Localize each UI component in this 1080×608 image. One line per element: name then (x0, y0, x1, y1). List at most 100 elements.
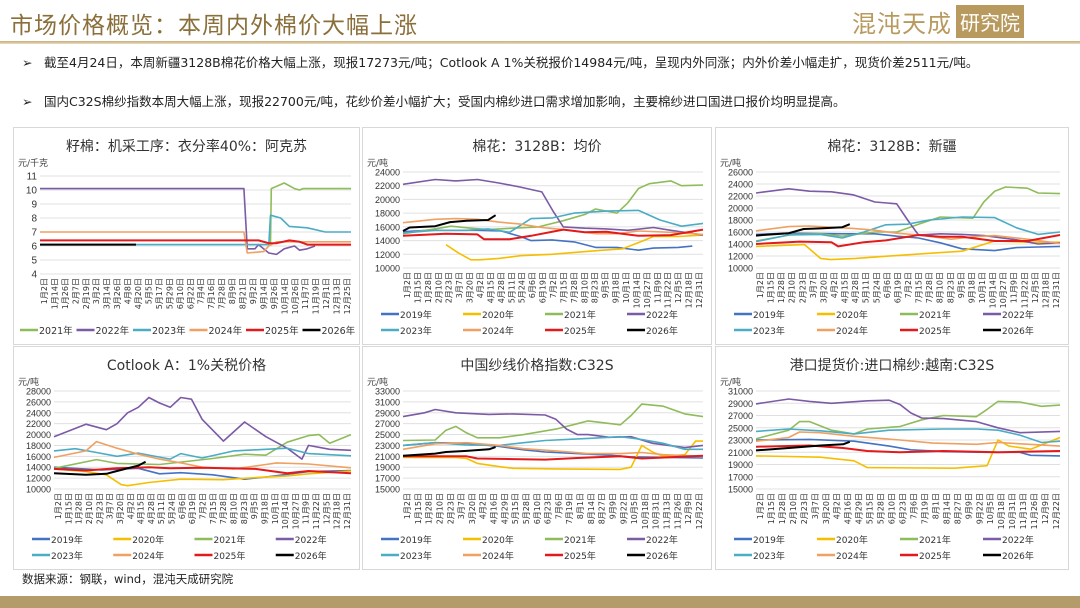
x-tick-label: 5月24日 (168, 493, 177, 524)
x-tick-label: 4月16日 (490, 493, 499, 524)
legend-label: 2021年 (39, 325, 73, 337)
x-tick-label: 2月23日 (446, 493, 455, 524)
y-tick-label: 22000 (728, 192, 753, 202)
legend-label: 2022年 (646, 534, 678, 546)
x-tick-label: 10月27日 (291, 493, 300, 529)
y-tick-label: 29000 (375, 408, 400, 418)
legend-label: 2021年 (564, 309, 596, 321)
x-tick-label: 8月9日 (228, 278, 237, 304)
series-line-2023年 (755, 216, 1061, 243)
x-tick-label: 2月23日 (798, 272, 807, 303)
x-tick-label: 4月28日 (497, 272, 506, 303)
legend-label: 2023年 (400, 325, 432, 337)
x-tick-label: 3月7日 (106, 493, 115, 519)
x-tick-label: 7月6日 (554, 493, 563, 519)
legend-label: 2025年 (214, 550, 246, 562)
x-tick-label: 3月20日 (822, 493, 831, 524)
x-tick-label: 5月11日 (507, 272, 516, 303)
series-line-2024年 (40, 231, 351, 254)
y-tick-label: 27000 (728, 411, 753, 421)
y-tick-label: 10000 (375, 264, 400, 274)
y-tick-label: 22000 (375, 181, 400, 191)
y-tick-label: 20000 (375, 195, 400, 205)
legend-label: 2019年 (400, 309, 432, 321)
bullet-1: ➢ 截至4月24日，本周新疆3128B棉花价格大幅上涨，现报17273元/吨；Co… (22, 53, 1062, 73)
series-line-2025年 (40, 239, 351, 246)
x-tick-label: 9月18日 (260, 493, 269, 524)
legend-label: 2020年 (482, 309, 514, 321)
x-tick-label: 8月27日 (598, 493, 607, 524)
x-tick-label: 2月10日 (789, 493, 798, 524)
x-tick-label: 5月11日 (157, 493, 166, 524)
series-line-2026年 (755, 440, 851, 452)
y-tick-label: 18000 (728, 216, 753, 226)
y-tick-label: 24000 (375, 168, 400, 178)
x-tick-label: 3月2日 (92, 278, 101, 304)
x-tick-label: 12月5日 (1031, 272, 1040, 303)
x-tick-label: 7月2日 (549, 272, 558, 298)
x-tick-label: 3月20日 (468, 493, 477, 524)
x-tick-label: 11月9日 (653, 272, 662, 303)
header: 市场价格概览：本周内外棉价大幅上涨 混沌天成 研究院 (0, 0, 1080, 40)
x-tick-label: 10月5日 (986, 493, 995, 524)
x-tick-label: 10月14日 (281, 493, 290, 529)
x-tick-label: 7月6日 (909, 493, 918, 519)
x-tick-label: 5月28日 (877, 493, 886, 524)
x-tick-label: 6月10日 (533, 493, 542, 524)
y-tick-label: 18000 (26, 441, 51, 451)
x-tick-label: 12月5日 (674, 272, 683, 303)
series-line-2026年 (53, 460, 147, 476)
y-tick-label: 11 (27, 172, 38, 183)
x-tick-label: 3月7日 (455, 272, 464, 298)
x-tick-label: 5月28日 (522, 493, 531, 524)
x-tick-label: 11月26日 (1030, 493, 1039, 529)
x-tick-label: 4月2日 (476, 272, 485, 298)
series-line-2026年 (755, 223, 851, 237)
y-tick-label: 20000 (26, 430, 51, 440)
legend-label: 2025年 (564, 550, 596, 562)
x-tick-label: 4月29日 (500, 493, 509, 524)
logo: 混沌天成 研究院 (852, 4, 1024, 38)
legend-label: 2025年 (564, 325, 596, 337)
series-line-2026年 (402, 446, 496, 457)
x-tick-label: 11月9日 (1010, 272, 1019, 303)
chart-title: 棉花：3128B：新疆 (827, 139, 957, 155)
x-tick-label: 12月25日 (343, 278, 352, 314)
y-tick-label: 15000 (375, 485, 400, 495)
x-tick-label: 1月2日 (54, 493, 63, 519)
x-tick-label: 6月10日 (888, 493, 897, 524)
legend-label: 2020年 (132, 534, 164, 546)
y-tick-label: 27000 (375, 419, 400, 429)
bullet-text: 截至4月24日，本周新疆3128B棉花价格大幅上涨，现报17273元/吨；Cot… (44, 55, 979, 70)
series-line-2019年 (755, 232, 1061, 252)
x-tick-label: 8月1日 (931, 493, 940, 519)
x-tick-label: 10月27日 (643, 272, 652, 308)
x-tick-label: 7月2日 (199, 493, 208, 519)
chart-panel: 中国纱线价格指数:C32S 元/吨 15000 17000 19000 21000 2300… (362, 346, 712, 570)
x-tick-label: 6月22日 (186, 278, 195, 309)
x-tick-label: 7月2日 (904, 272, 913, 298)
page-title: 市场价格概览：本周内外棉价大幅上涨 (10, 13, 418, 39)
footer-bar (0, 596, 1080, 608)
x-tick-label: 4月15日 (841, 272, 850, 303)
x-tick-label: 10月27日 (999, 272, 1008, 308)
y-axis-unit: 元/千克 (18, 159, 49, 169)
y-tick-label: 31000 (728, 387, 753, 397)
series-line-2024年 (53, 440, 352, 470)
x-tick-label: 2月23日 (800, 493, 809, 524)
x-tick-label: 3月7日 (811, 493, 820, 519)
x-tick-label: 12月18日 (333, 493, 342, 529)
legend-label: 2023年 (753, 325, 785, 337)
legend-label: 2022年 (295, 534, 327, 546)
x-tick-label: 3月7日 (457, 493, 466, 519)
x-tick-label: 6月6日 (178, 493, 187, 519)
x-tick-label: 9月18日 (612, 272, 621, 303)
x-tick-label: 6月6日 (883, 272, 892, 298)
legend-label: 2021年 (919, 309, 951, 321)
series-line-2023年 (402, 209, 704, 234)
x-tick-label: 6月6日 (528, 272, 537, 298)
x-tick-label: 7月28日 (219, 493, 228, 524)
series-line-2025年 (53, 466, 352, 475)
x-tick-label: 10月1日 (271, 493, 280, 524)
y-tick-label: 10000 (728, 264, 753, 274)
